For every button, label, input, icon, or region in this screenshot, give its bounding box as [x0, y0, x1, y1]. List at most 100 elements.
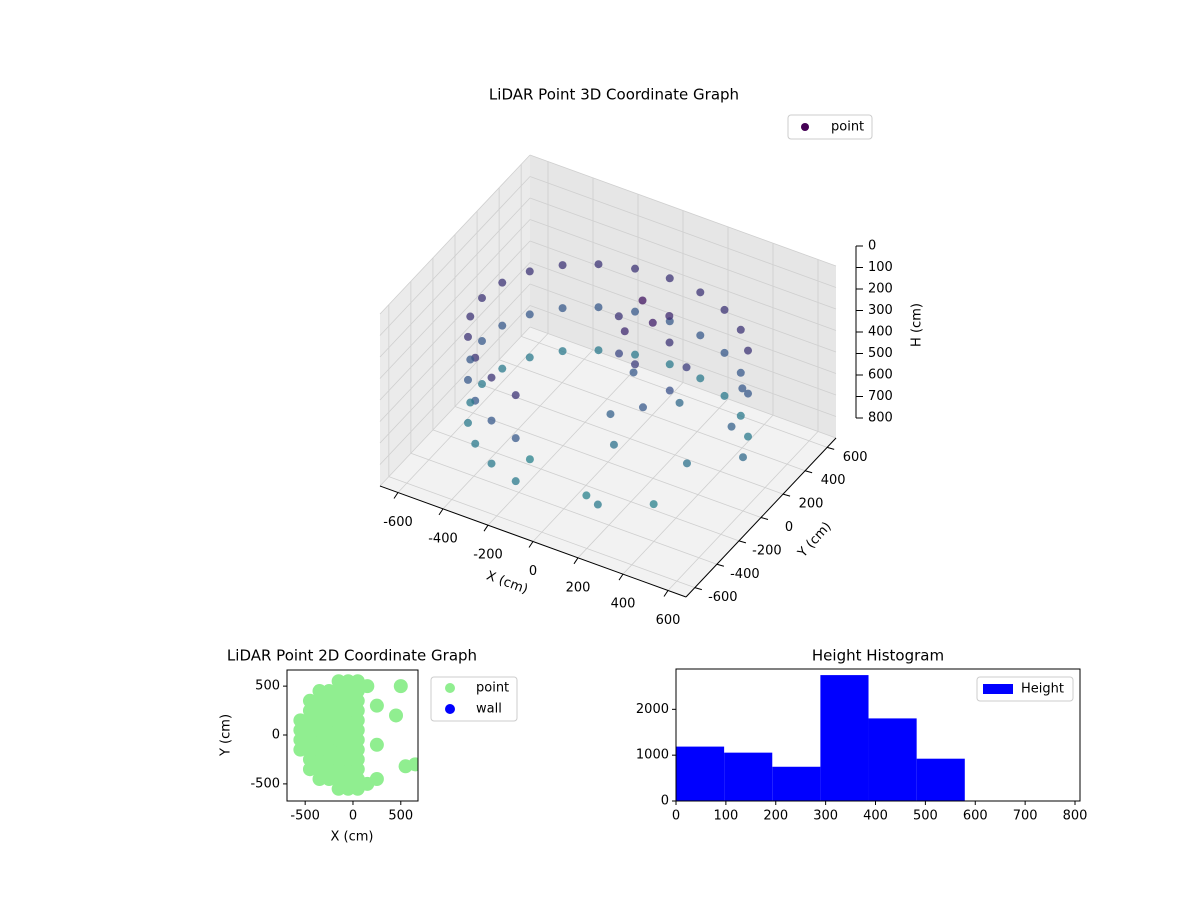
legend-marker: [983, 684, 1013, 694]
point: [682, 363, 691, 372]
point: [615, 349, 624, 358]
point: [466, 398, 475, 407]
x-tick-label: 200: [566, 580, 591, 595]
grid-line: [379, 176, 531, 336]
grid-line: [529, 154, 837, 267]
y-tick-label: 0: [785, 520, 793, 535]
point: [682, 459, 691, 468]
x-tick-label: -400: [428, 531, 458, 546]
point: [631, 307, 640, 316]
grid-line: [529, 176, 837, 288]
point: [466, 355, 475, 364]
tick-mark: [393, 492, 399, 499]
grid-line: [379, 219, 531, 379]
legend-marker: [801, 123, 809, 131]
point: [350, 723, 365, 738]
point: [620, 327, 629, 336]
legend-label: point: [476, 681, 509, 696]
point: [369, 772, 384, 787]
x-tick-label: 500: [913, 809, 938, 824]
y-tick-label: 0: [272, 728, 280, 743]
point: [744, 346, 753, 355]
y-tick-label: 2000: [636, 702, 669, 717]
x-tick-label: 0: [529, 564, 537, 579]
point: [350, 742, 365, 757]
x-tick-label: -200: [473, 548, 503, 563]
grid-line: [498, 359, 806, 472]
point: [360, 679, 375, 694]
point: [665, 360, 674, 369]
point: [350, 762, 365, 777]
grid-line: [379, 305, 531, 465]
legend-label: Height: [1021, 682, 1064, 697]
y-axis-label: Y (cm): [219, 714, 234, 757]
point: [744, 389, 753, 398]
point: [582, 491, 591, 500]
z-tick-label: 100: [868, 260, 893, 275]
point: [738, 384, 747, 393]
chart-title: LiDAR Point 3D Coordinate Graph: [489, 86, 739, 104]
bar: [868, 718, 917, 801]
tick-mark: [483, 524, 489, 532]
bar: [676, 746, 725, 801]
x-tick-label: 700: [1013, 809, 1038, 824]
bar: [820, 675, 869, 801]
point: [350, 703, 365, 718]
y-tick-label: 1000: [636, 748, 669, 763]
point: [736, 411, 745, 420]
point: [350, 693, 365, 708]
y-tick-label: 600: [843, 450, 868, 465]
x-tick-label: 600: [963, 809, 988, 824]
tick-mark: [573, 557, 579, 565]
chart-title: LiDAR Point 2D Coordinate Graph: [227, 647, 477, 665]
x-tick-label: -500: [290, 809, 320, 824]
tick-mark: [663, 590, 669, 597]
point: [463, 418, 472, 427]
point: [511, 477, 520, 486]
x-tick-label: -600: [383, 515, 413, 530]
point: [665, 274, 674, 283]
y-tick-label: -600: [708, 590, 738, 605]
point: [558, 261, 567, 270]
grid-line: [379, 197, 531, 358]
grid-line: [529, 305, 837, 417]
z-tick-label: 200: [868, 282, 893, 297]
point: [525, 310, 534, 319]
z-tick-label: 700: [868, 389, 893, 404]
x-tick-label: 0: [672, 809, 680, 824]
tick-mark: [716, 563, 725, 567]
grid-line: [529, 283, 837, 396]
point: [727, 422, 736, 431]
y-tick-label: 400: [821, 473, 846, 488]
point: [525, 455, 534, 464]
grid-line: [379, 326, 531, 487]
y-tick-label: -500: [250, 776, 280, 791]
point: [498, 278, 507, 287]
point: [675, 398, 684, 407]
point: [696, 374, 705, 383]
grid-line: [476, 382, 784, 495]
grid-line: [529, 197, 837, 310]
point: [631, 264, 640, 273]
point: [350, 752, 365, 767]
y-tick-label: 200: [799, 497, 824, 512]
point: [393, 679, 408, 694]
point: [478, 380, 486, 389]
point: [631, 350, 640, 359]
legend-marker: [445, 704, 455, 714]
plot-area: [293, 674, 418, 796]
z-tick-label: 400: [868, 325, 893, 340]
point: [558, 347, 567, 356]
point: [665, 386, 674, 395]
point: [350, 732, 365, 747]
point: [487, 459, 496, 468]
point: [631, 360, 639, 369]
x-tick-label: 400: [611, 597, 636, 612]
point: [498, 364, 507, 373]
point: [466, 312, 475, 321]
x-tick-label: 300: [813, 809, 838, 824]
point: [369, 698, 384, 713]
x-axis-label: X (cm): [331, 830, 374, 845]
point: [665, 312, 674, 321]
grid-line: [379, 283, 531, 444]
